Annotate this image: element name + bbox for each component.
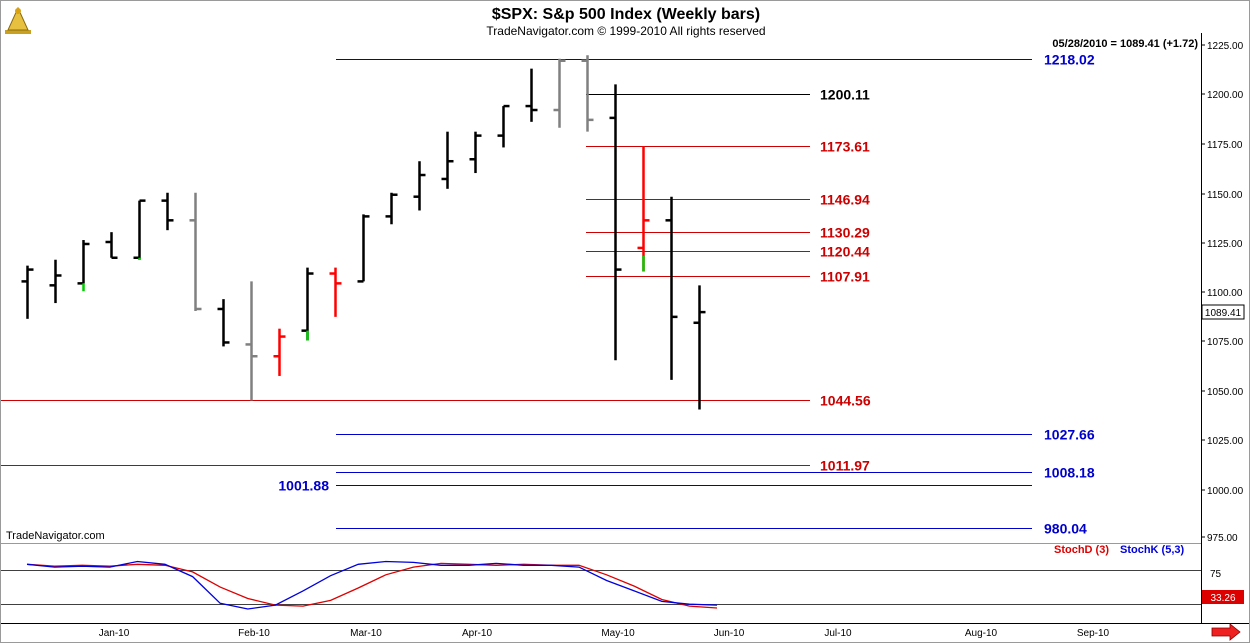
y-tick: 1225.00 xyxy=(1207,41,1244,52)
level-label: 1027.66 xyxy=(1044,427,1095,443)
ohlc-bar xyxy=(469,131,482,174)
level-label: 1107.91 xyxy=(820,269,870,285)
last-price-tag: 1089.41 xyxy=(1201,304,1245,320)
level-label: 1008.18 xyxy=(1044,465,1095,481)
level-label: 1130.29 xyxy=(820,225,870,241)
ohlc-bar xyxy=(581,55,594,132)
y-tick: 1075.00 xyxy=(1207,337,1244,348)
level-label: 1218.02 xyxy=(1044,52,1095,68)
stoch-k-line xyxy=(26,560,718,610)
stoch-y-tick: 75 xyxy=(1210,569,1222,580)
x-tick: Jul-10 xyxy=(824,628,852,639)
trade-navigator-logo-icon[interactable] xyxy=(5,6,31,34)
ohlc-bar xyxy=(49,259,62,304)
ohlc-bar xyxy=(21,265,34,319)
watermark: TradeNavigator.com xyxy=(6,530,105,542)
level-label: 980.04 xyxy=(1044,521,1087,537)
y-tick: 975.00 xyxy=(1207,533,1238,544)
scroll-right-arrow-icon[interactable] xyxy=(1211,623,1241,641)
level-lines: 1218.02 1200.11 1173.61 1146.94 1130.29 1120.… xyxy=(1,52,1095,537)
price-axis: 1225.00 1200.00 1175.00 1150.00 1125.00 … xyxy=(1201,41,1244,544)
x-tick: Jun-10 xyxy=(714,628,745,639)
y-tick: 1025.00 xyxy=(1207,436,1244,447)
level-label: 1001.88 xyxy=(278,478,329,494)
y-tick: 1100.00 xyxy=(1207,288,1243,299)
y-tick: 1000.00 xyxy=(1207,486,1244,497)
ohlc-bar xyxy=(161,192,174,231)
x-tick: Aug-10 xyxy=(965,628,998,639)
ohlc-bar xyxy=(553,58,566,128)
price-bars xyxy=(21,55,706,410)
level-label: 1173.61 xyxy=(820,139,870,155)
legend-stoch-d: StochD (3) xyxy=(1054,544,1109,556)
ohlc-bar xyxy=(105,232,118,260)
x-tick: May-10 xyxy=(601,628,635,639)
y-tick: 1150.00 xyxy=(1207,190,1243,201)
ohlc-bar xyxy=(357,214,370,283)
stoch-last-value: 33.26 xyxy=(1210,593,1235,604)
ohlc-bar xyxy=(217,299,230,347)
stochastic-pane xyxy=(1,560,1201,610)
level-label: 1146.94 xyxy=(820,192,870,208)
y-tick: 1125.00 xyxy=(1207,239,1243,250)
level-label: 1200.11 xyxy=(820,87,870,103)
x-tick: Apr-10 xyxy=(462,628,492,639)
y-tick: 1050.00 xyxy=(1207,387,1244,398)
ohlc-bar xyxy=(441,131,454,189)
ohlc-bar xyxy=(665,196,678,380)
ohlc-bar xyxy=(329,267,342,317)
ohlc-bar xyxy=(385,192,398,225)
last-quote: 05/28/2010 = 1089.41 (+1.72) xyxy=(1052,38,1198,50)
x-tick: Feb-10 xyxy=(238,628,270,639)
x-tick: Jan-10 xyxy=(99,628,130,639)
stoch-d-line xyxy=(26,562,718,609)
ohlc-bar xyxy=(609,84,622,361)
ohlc-bar xyxy=(693,285,706,410)
ohlc-bar xyxy=(525,68,538,122)
level-label: 1011.97 xyxy=(820,458,870,474)
stoch-last-value-tag: 33.26 xyxy=(1202,590,1244,604)
ohlc-bar xyxy=(189,192,202,311)
ohlc-bar xyxy=(497,104,510,148)
x-tick: Sep-10 xyxy=(1077,628,1110,639)
level-label: 1120.44 xyxy=(820,244,870,260)
x-tick: Mar-10 xyxy=(350,628,382,639)
ohlc-bar xyxy=(273,328,286,376)
last-price-label: 1089.41 xyxy=(1205,308,1242,319)
y-tick: 1175.00 xyxy=(1207,140,1243,151)
time-axis: Jan-10 Feb-10 Mar-10 Apr-10 May-10 Jun-1… xyxy=(99,628,1110,639)
chart-title: $SPX: S&p 500 Index (Weekly bars) xyxy=(492,6,760,23)
y-tick: 1200.00 xyxy=(1207,90,1244,101)
chart-subtitle: TradeNavigator.com © 1999-2010 All right… xyxy=(486,24,765,38)
ohlc-bar xyxy=(413,161,426,211)
legend-stoch-k: StochK (5,3) xyxy=(1120,544,1185,556)
ohlc-bar xyxy=(245,281,258,401)
ohlc-bar xyxy=(637,146,650,272)
level-label: 1044.56 xyxy=(820,393,871,409)
